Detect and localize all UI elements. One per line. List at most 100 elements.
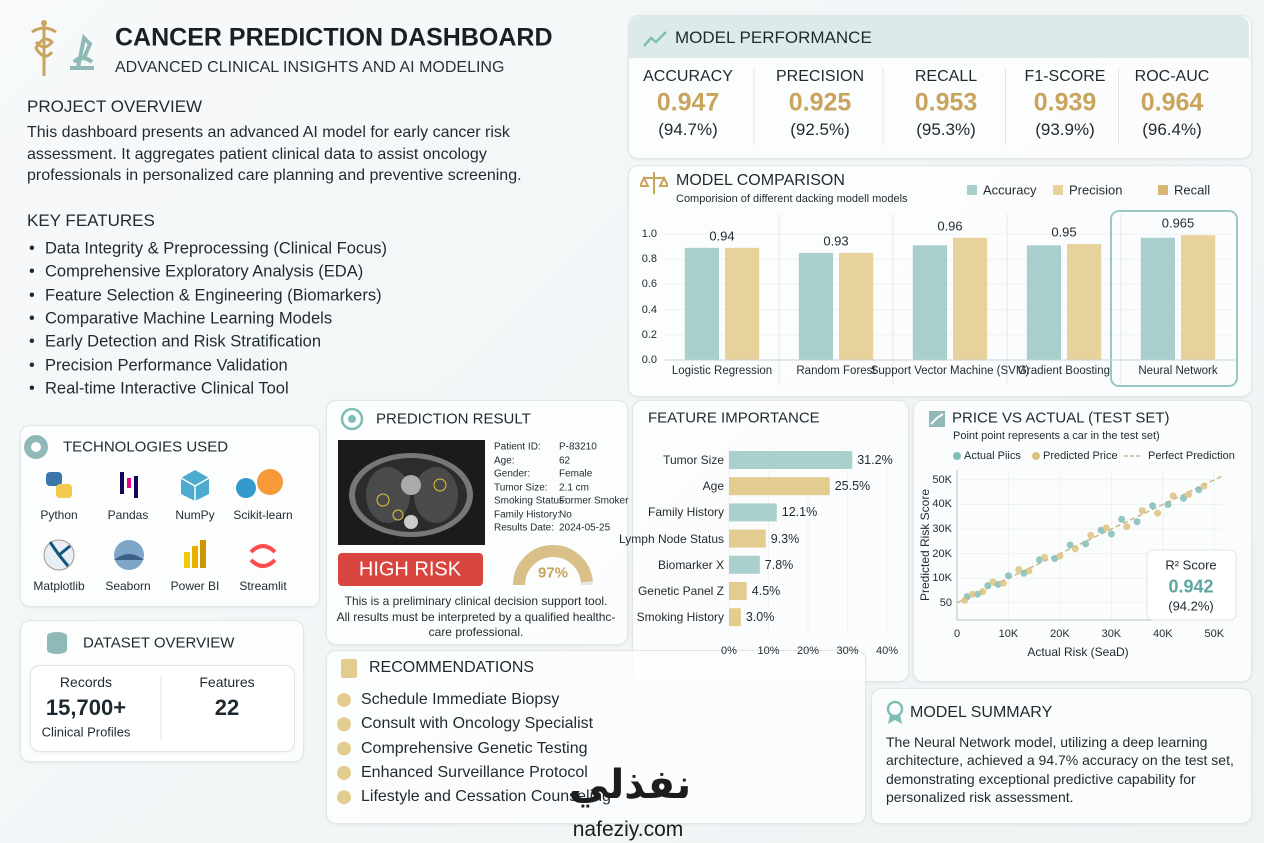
point xyxy=(1025,567,1033,575)
y-tick-label: 10K xyxy=(932,572,952,585)
metric-value: 0.947 xyxy=(656,88,720,117)
metric-value: 0.953 xyxy=(914,88,978,117)
x-tick-label: 40K xyxy=(1153,628,1173,640)
patient-value: 2.1 cm xyxy=(559,482,590,493)
risk-label: HIGH RISK xyxy=(358,558,462,581)
matplotlib-logo xyxy=(43,539,75,571)
rec-item: Consult with Oncology Specialist xyxy=(361,715,594,733)
value-label: 4.5% xyxy=(751,584,781,598)
summary-panel xyxy=(871,688,1252,824)
point xyxy=(1195,486,1203,494)
point xyxy=(961,596,969,604)
bar xyxy=(953,237,988,360)
feature-item: Precision Performance Validation xyxy=(29,356,288,375)
x-tick-label: 0 xyxy=(953,628,961,640)
legend-label: Accuracy xyxy=(983,182,1037,198)
rec-item: Lifestyle and Cessation Counseling xyxy=(361,788,611,806)
panel-heading: DATASET OVERVIEW xyxy=(83,634,235,652)
pandas-logo xyxy=(120,472,138,498)
point xyxy=(1004,572,1012,580)
technologies-panel xyxy=(20,425,320,607)
metric-name: ACCURACY xyxy=(643,68,733,85)
tech-label: Seaborn xyxy=(105,579,151,593)
disclaimer: This is a preliminary clinical decision … xyxy=(344,594,608,608)
y-tick-label: 30K xyxy=(932,523,952,536)
award-icon xyxy=(886,700,904,724)
x-tick-label: Support Vector Machine (SVM) xyxy=(870,365,1030,377)
x-tick-label: 40% xyxy=(875,645,899,657)
bar xyxy=(839,252,874,360)
gear-icon xyxy=(24,435,48,459)
watermark: nafeziy.com xyxy=(572,818,684,841)
feature-item: Real-time Interactive Clinical Tool xyxy=(29,379,289,398)
rec-icon xyxy=(337,790,351,805)
chart-subtitle: Point point represents a car in the test… xyxy=(953,430,1160,442)
point xyxy=(1040,553,1048,561)
legend-label: Actual Piics xyxy=(964,450,1021,462)
legend-label: Perfect Prediction xyxy=(1148,450,1235,462)
numpy-logo xyxy=(180,470,210,501)
clipboard-icon xyxy=(341,659,357,678)
bar xyxy=(725,247,760,360)
bar-annotation: 0.96 xyxy=(937,218,963,234)
point xyxy=(1154,509,1162,517)
chart-title: PRICE VS ACTUAL (TEST SET) xyxy=(952,409,1170,427)
y-tick-label: Lymph Node Status xyxy=(619,531,724,546)
stat-label: Features xyxy=(199,674,255,690)
y-tick-label: 0.6 xyxy=(641,278,657,291)
overview-text: professionals in personalized care plann… xyxy=(27,167,522,184)
rec-item: Enhanced Surveillance Protocol xyxy=(361,763,588,781)
y-tick-label: Smoking History xyxy=(636,610,724,625)
y-tick-label: 50K xyxy=(932,473,952,486)
tech-label: Pandas xyxy=(107,508,149,522)
target-icon xyxy=(340,407,364,431)
highlight-box xyxy=(1110,210,1238,387)
patient-label: Tumor Size: xyxy=(494,482,548,493)
python-logo xyxy=(46,472,72,498)
tech-label: Python xyxy=(40,508,78,522)
rec-icon xyxy=(337,693,351,707)
chart-title: MODEL COMPARISON xyxy=(676,172,845,189)
point xyxy=(1102,524,1110,532)
scatter-panel xyxy=(913,400,1252,682)
bar xyxy=(1026,245,1061,360)
point xyxy=(1185,491,1193,499)
feature-item: Feature Selection & Engineering (Biomark… xyxy=(29,286,382,305)
bar-annotation: 0.965 xyxy=(1161,215,1195,231)
x-tick-label: 20% xyxy=(796,645,820,657)
stat-note: Clinical Profiles xyxy=(41,724,131,740)
rec-item: Schedule Immediate Biopsy xyxy=(361,691,560,708)
y-tick-label: Family History xyxy=(647,505,724,520)
point xyxy=(1138,507,1146,515)
dataset-box xyxy=(30,665,295,752)
title: CANCER PREDICTION DASHBOARD xyxy=(115,23,553,52)
scikit-logo xyxy=(236,469,283,498)
powerbi-logo xyxy=(184,540,206,568)
point xyxy=(1066,541,1074,549)
value-label: 31.2% xyxy=(857,453,893,467)
section-heading: PROJECT OVERVIEW xyxy=(27,97,203,116)
point xyxy=(1087,531,1095,539)
gauge-label: 97% xyxy=(537,564,569,582)
patient-value: 62 xyxy=(559,455,571,466)
patient-label: Gender: xyxy=(494,468,531,480)
stat-value: 22 xyxy=(214,695,240,720)
bar-annotation: 0.93 xyxy=(823,233,849,249)
panel-heading: PREDICTION RESULT xyxy=(376,410,531,428)
y-tick-label: Biomarker X xyxy=(657,557,724,572)
recommendations-panel xyxy=(326,650,866,824)
tech-label: Streamlit xyxy=(239,579,287,593)
patient-value: 2024-05-25 xyxy=(559,522,611,534)
summary-text: The Neural Network model, utilizing a de… xyxy=(886,734,1208,750)
bar xyxy=(729,555,760,574)
y-tick-label: 1.0 xyxy=(641,228,657,240)
risk-badge xyxy=(338,553,483,586)
point xyxy=(968,590,976,598)
y-tick-label: Genetic Panel Z xyxy=(637,584,724,598)
point xyxy=(999,579,1007,587)
subtitle: ADVANCED CLINICAL INSIGHTS AND AI MODELI… xyxy=(115,59,505,76)
legend-label: Predicted Price xyxy=(1043,450,1118,462)
tech-label: Power BI xyxy=(170,579,220,593)
stat-label: Records xyxy=(59,674,113,690)
